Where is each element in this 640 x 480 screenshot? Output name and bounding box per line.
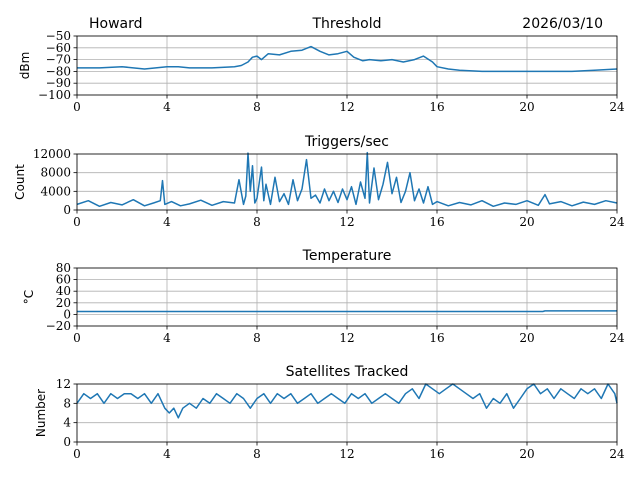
satellites-tracked-ytick-label-1: 4 bbox=[63, 416, 71, 430]
triggers-sec-xtick-label-4: 16 bbox=[429, 215, 444, 229]
triggers-sec-title: Triggers/sec bbox=[304, 134, 389, 150]
satellites-tracked-xtick-label-6: 24 bbox=[609, 447, 625, 461]
triggers-sec-xtick-label-0: 0 bbox=[73, 215, 81, 229]
threshold-ytick-label-5: −50 bbox=[46, 29, 71, 43]
satellites-tracked-chart: 0 4 8 12 16 20 24 0 4 8 12 Satellites Tracked Number bbox=[34, 364, 625, 461]
temperature-title: Temperature bbox=[302, 248, 392, 264]
temperature-xtick-label-1: 4 bbox=[163, 331, 171, 345]
threshold-xtick-label-2: 8 bbox=[253, 100, 261, 114]
threshold-xtick-label-4: 16 bbox=[429, 100, 444, 114]
satellites-tracked-xtick-label-3: 12 bbox=[339, 447, 354, 461]
threshold-ylabel: dBm bbox=[18, 52, 32, 80]
temperature-ytick-label-2: 20 bbox=[56, 296, 71, 310]
triggers-sec-ylabel: Count bbox=[13, 164, 27, 200]
threshold-chart: 0 4 8 12 16 20 24 −100−90−80−70−60−50 Threshold d… bbox=[18, 16, 625, 114]
satellites-tracked-ytick-label-3: 12 bbox=[56, 377, 71, 391]
threshold-xtick-label-5: 20 bbox=[519, 100, 534, 114]
triggers-sec-chart: 0 4 8 12 16 20 24 0 4000 8000 12000 Triggers/sec Cou… bbox=[13, 134, 625, 229]
temperature-ytick-label-1: 0 bbox=[63, 307, 71, 321]
triggers-sec-xtick-label-1: 4 bbox=[163, 215, 171, 229]
chart-panels: 0 4 8 12 16 20 24 −100−90−80−70−60−50 Threshold d… bbox=[13, 16, 625, 461]
temperature-xtick-label-4: 16 bbox=[429, 331, 444, 345]
satellites-tracked-series-line-0 bbox=[76, 383, 618, 419]
satellites-tracked-xtick-label-4: 16 bbox=[429, 447, 444, 461]
threshold-ytick-label-1: −90 bbox=[46, 76, 71, 90]
temperature-ytick-label-0: −20 bbox=[46, 319, 71, 333]
satellites-tracked-xtick-label-2: 8 bbox=[253, 447, 261, 461]
satellites-tracked-ytick-label-2: 8 bbox=[63, 396, 71, 410]
satellites-tracked-xtick-label-1: 4 bbox=[163, 447, 171, 461]
temperature-xtick-label-6: 24 bbox=[609, 331, 625, 345]
temperature-ytick-label-4: 60 bbox=[56, 273, 71, 287]
threshold-xtick-label-6: 24 bbox=[609, 100, 625, 114]
satellites-tracked-ylabel: Number bbox=[34, 389, 48, 437]
threshold-xtick-label-3: 12 bbox=[339, 100, 354, 114]
report-date: 2026/03/10 bbox=[522, 16, 603, 32]
threshold-title: Threshold bbox=[312, 16, 382, 32]
threshold-ytick-label-4: −60 bbox=[46, 41, 71, 55]
triggers-sec-ytick-label-1: 4000 bbox=[40, 184, 71, 198]
triggers-sec-xtick-label-2: 8 bbox=[253, 215, 261, 229]
triggers-sec-ytick-label-3: 12000 bbox=[33, 147, 71, 161]
threshold-ytick-label-0: −100 bbox=[38, 88, 71, 102]
triggers-sec-xtick-label-3: 12 bbox=[339, 215, 354, 229]
temperature-series-line-0 bbox=[77, 310, 617, 313]
station-name: Howard bbox=[89, 16, 143, 32]
satellites-tracked-ytick-label-0: 0 bbox=[63, 435, 71, 449]
temperature-ytick-label-3: 40 bbox=[56, 284, 71, 298]
threshold-xtick-label-0: 0 bbox=[73, 100, 81, 114]
temperature-ytick-label-5: 80 bbox=[56, 261, 71, 275]
temperature-xtick-label-0: 0 bbox=[73, 331, 81, 345]
satellites-tracked-xtick-label-5: 20 bbox=[519, 447, 534, 461]
satellites-tracked-title: Satellites Tracked bbox=[286, 364, 409, 380]
temperature-ylabel: °C bbox=[22, 290, 36, 304]
temperature-xtick-label-5: 20 bbox=[519, 331, 534, 345]
temperature-xtick-label-2: 8 bbox=[253, 331, 261, 345]
threshold-ytick-label-3: −70 bbox=[46, 53, 71, 67]
threshold-ytick-label-2: −80 bbox=[46, 64, 71, 78]
triggers-sec-ytick-label-2: 8000 bbox=[40, 166, 71, 180]
satellites-tracked-xtick-label-0: 0 bbox=[73, 447, 81, 461]
triggers-sec-ytick-label-0: 0 bbox=[63, 203, 71, 217]
threshold-series-line-0 bbox=[77, 45, 618, 73]
triggers-sec-series-line-0 bbox=[76, 151, 618, 208]
triggers-sec-xtick-label-6: 24 bbox=[609, 215, 625, 229]
triggers-sec-xtick-label-5: 20 bbox=[519, 215, 534, 229]
threshold-xtick-label-1: 4 bbox=[163, 100, 171, 114]
temperature-xtick-label-3: 12 bbox=[339, 331, 354, 345]
